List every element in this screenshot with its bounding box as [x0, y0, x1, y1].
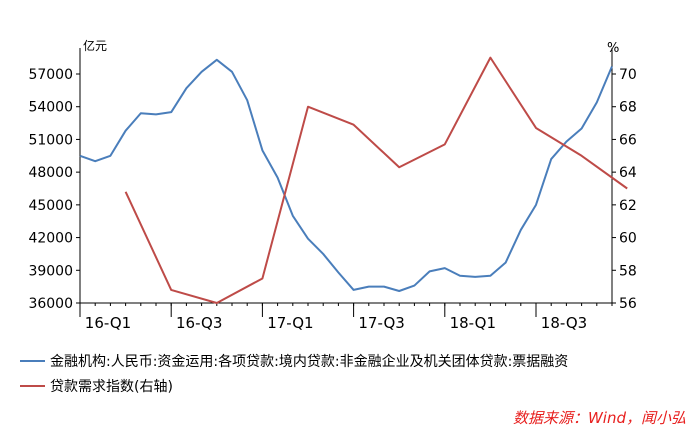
x-axis: 16-Q1 16-Q3 17-Q1 17-Q3 18-Q1 18-Q3 [79, 302, 613, 332]
x-tick-label: 17-Q1 [267, 314, 313, 332]
x-tick-label: 17-Q3 [358, 314, 404, 332]
left-tick-label: 48000 [28, 165, 73, 181]
right-axis: 56 58 60 62 64 66 68 70 [611, 48, 637, 312]
series-line-1 [79, 58, 613, 292]
right-tick-label: 60 [619, 231, 637, 247]
left-tick-label: 57000 [28, 67, 73, 83]
right-tick-label: 62 [619, 198, 637, 214]
right-tick-label: 64 [619, 165, 637, 181]
right-tick-label: 70 [619, 67, 637, 83]
left-axis-unit: 亿元 [83, 38, 107, 53]
x-tick-label: 18-Q1 [450, 314, 496, 332]
left-tick-label: 39000 [28, 263, 73, 279]
left-tick-label: 51000 [28, 132, 73, 148]
right-tick-label: 66 [619, 132, 637, 148]
series-layer [79, 56, 628, 304]
left-axis: 36000 39000 42000 45000 48000 51000 54000 57000 [28, 48, 81, 312]
series-line-2 [124, 56, 628, 304]
legend-label-2: 贷款需求指数(右轴) [50, 379, 173, 395]
left-tick-label: 54000 [28, 100, 73, 116]
legend: 金融机构:人民币:资金运用:各项贷款:境内贷款:非金融企业及机关团体贷款:票据融… [20, 353, 568, 395]
right-tick-label: 68 [619, 100, 637, 116]
right-axis-unit: % [607, 41, 619, 56]
left-tick-label: 42000 [28, 231, 73, 247]
right-tick-label: 58 [619, 263, 637, 279]
left-tick-label: 36000 [28, 296, 73, 312]
source-note: 数据来源：Wind，闻小弘 [513, 409, 686, 427]
left-tick-label: 45000 [28, 198, 73, 214]
right-tick-label: 56 [619, 296, 637, 312]
x-tick-label: 18-Q3 [541, 314, 587, 332]
x-tick-label: 16-Q3 [176, 314, 222, 332]
x-tick-label: 16-Q1 [85, 314, 131, 332]
legend-label-1: 金融机构:人民币:资金运用:各项贷款:境内贷款:非金融企业及机关团体贷款:票据融… [50, 353, 568, 370]
